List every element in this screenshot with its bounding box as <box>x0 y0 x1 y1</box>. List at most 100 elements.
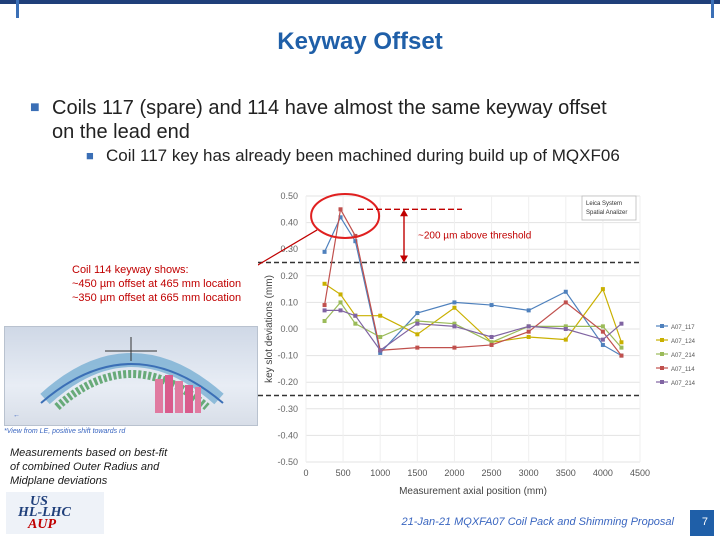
y-tick-label: 0.30 <box>280 244 298 254</box>
x-tick-label: 3500 <box>556 468 576 478</box>
bullet-level-2-text: Coil 117 key has already been machined d… <box>106 146 620 165</box>
data-point <box>415 319 420 324</box>
data-point <box>415 321 420 326</box>
legend-label: A07_124 <box>671 339 696 345</box>
legend-label: A07_214 <box>671 381 696 387</box>
data-point <box>322 281 327 286</box>
y-tick-label: 0.50 <box>280 191 298 201</box>
page-number: 7 <box>701 516 708 528</box>
data-point <box>338 207 343 212</box>
logo-line-3: AUP <box>28 517 56 532</box>
data-point <box>600 329 605 334</box>
bullet-level-2: ■ Coil 117 key has already been machined… <box>86 146 666 166</box>
y-tick-label: 0.00 <box>280 324 298 334</box>
coil-114-annotation: Coil 114 keyway shows: ~450 µm offset at… <box>72 263 241 305</box>
legend-marker <box>660 352 664 356</box>
legend-label: A07_117 <box>671 325 695 331</box>
slide-title: Keyway Offset <box>277 28 443 55</box>
data-point <box>526 324 531 329</box>
square-bullet-icon: ■ <box>86 148 94 163</box>
data-point <box>322 319 327 324</box>
footer-text: 21-Jan-21 MQXFA07 Coil Pack and Shimming… <box>401 516 674 528</box>
data-point <box>353 239 358 244</box>
us-hl-lhc-aup-logo: US HL-LHC AUP <box>6 492 104 534</box>
x-tick-label: 4000 <box>593 468 613 478</box>
data-point <box>619 340 624 345</box>
data-point <box>526 308 531 313</box>
data-point <box>415 311 420 316</box>
coil-3d-view-image: ← <box>4 326 258 426</box>
x-tick-label: 0 <box>303 468 308 478</box>
legend-marker <box>660 338 664 342</box>
data-point <box>600 287 605 292</box>
coil-arc-illustration: ← <box>13 337 224 419</box>
data-point <box>353 233 358 238</box>
data-point <box>322 308 327 313</box>
data-point <box>600 324 605 329</box>
x-tick-label: 3000 <box>519 468 539 478</box>
data-point <box>489 303 494 308</box>
data-point <box>338 215 343 220</box>
logo-line-1: US <box>30 494 48 509</box>
y-tick-label: -0.20 <box>277 377 298 387</box>
y-tick-label: -0.40 <box>277 430 298 440</box>
data-point <box>322 303 327 308</box>
logo-background <box>6 492 104 534</box>
offset-arrow-head-down <box>400 255 408 263</box>
data-point <box>526 334 531 339</box>
data-point <box>452 321 457 326</box>
keyway-deviation-chart: 0.50 0.40 0.30 0.20 0.10 0.00 -0.10 -0.20 -0.30 -… <box>258 191 696 497</box>
y-tick-label: -0.30 <box>277 404 298 414</box>
leica-legend-line-2: Spatial Analizer <box>586 210 627 216</box>
measurement-note-line-1: Measurements based on best-fit <box>10 447 168 459</box>
y-tick-label: -0.10 <box>277 351 298 361</box>
data-point <box>452 300 457 305</box>
x-tick-label: 1500 <box>407 468 427 478</box>
leica-legend-line-1: Leica System <box>586 201 622 207</box>
legend-label: A07_114 <box>671 367 695 373</box>
measurement-note: Measurements based on best-fit of combin… <box>10 446 167 488</box>
y-tick-label: -0.50 <box>277 457 298 467</box>
data-point <box>563 327 568 331</box>
data-point <box>452 345 457 350</box>
x-axis-title: Measurement axial position (mm) <box>399 486 547 497</box>
annotation-line-3: ~350 µm offset at 665 mm location <box>72 292 242 304</box>
x-tick-label: 500 <box>336 468 351 478</box>
offset-arrow-head-up <box>400 209 408 217</box>
x-tick-label: 2000 <box>444 468 464 478</box>
threshold-note: ~200 µm above threshold <box>418 231 531 242</box>
legend-marker <box>660 324 664 328</box>
data-point <box>489 340 494 345</box>
data-point <box>338 300 343 305</box>
data-point <box>353 321 358 326</box>
square-bullet-icon: ■ <box>30 99 40 116</box>
data-point <box>563 337 568 342</box>
leica-legend-box <box>581 195 637 221</box>
data-point <box>619 353 624 358</box>
annotation-pointer-line <box>258 229 318 266</box>
data-point <box>489 334 494 339</box>
data-point <box>600 337 605 342</box>
x-tick-label: 2500 <box>482 468 502 478</box>
data-point <box>619 321 624 326</box>
legend-marker <box>660 380 664 384</box>
data-point <box>526 329 531 334</box>
page-number-tab <box>690 510 714 536</box>
data-point <box>563 289 568 294</box>
y-tick-label: 0.10 <box>280 297 298 307</box>
legend-label: A07_214 <box>671 353 696 359</box>
bullet-level-1: ■ Coils 117 (spare) and 114 have almost … <box>30 96 612 144</box>
bullet-level-1-text: Coils 117 (spare) and 114 have almost th… <box>52 97 607 143</box>
data-point <box>452 324 457 329</box>
highlight-circle <box>310 192 381 239</box>
inset-caption: *View from LE, positive shift towards rd <box>4 428 126 435</box>
y-tick-label: 0.20 <box>280 271 298 281</box>
data-point <box>415 345 420 350</box>
x-tick-label: 1000 <box>370 468 390 478</box>
logo-line-2: HL-LHC <box>18 505 71 520</box>
svg-text:←: ← <box>13 412 20 419</box>
annotation-line-1: Coil 114 keyway shows: <box>72 264 189 276</box>
data-point <box>322 249 327 254</box>
top-accent-bar <box>0 0 720 4</box>
data-point <box>378 348 383 353</box>
